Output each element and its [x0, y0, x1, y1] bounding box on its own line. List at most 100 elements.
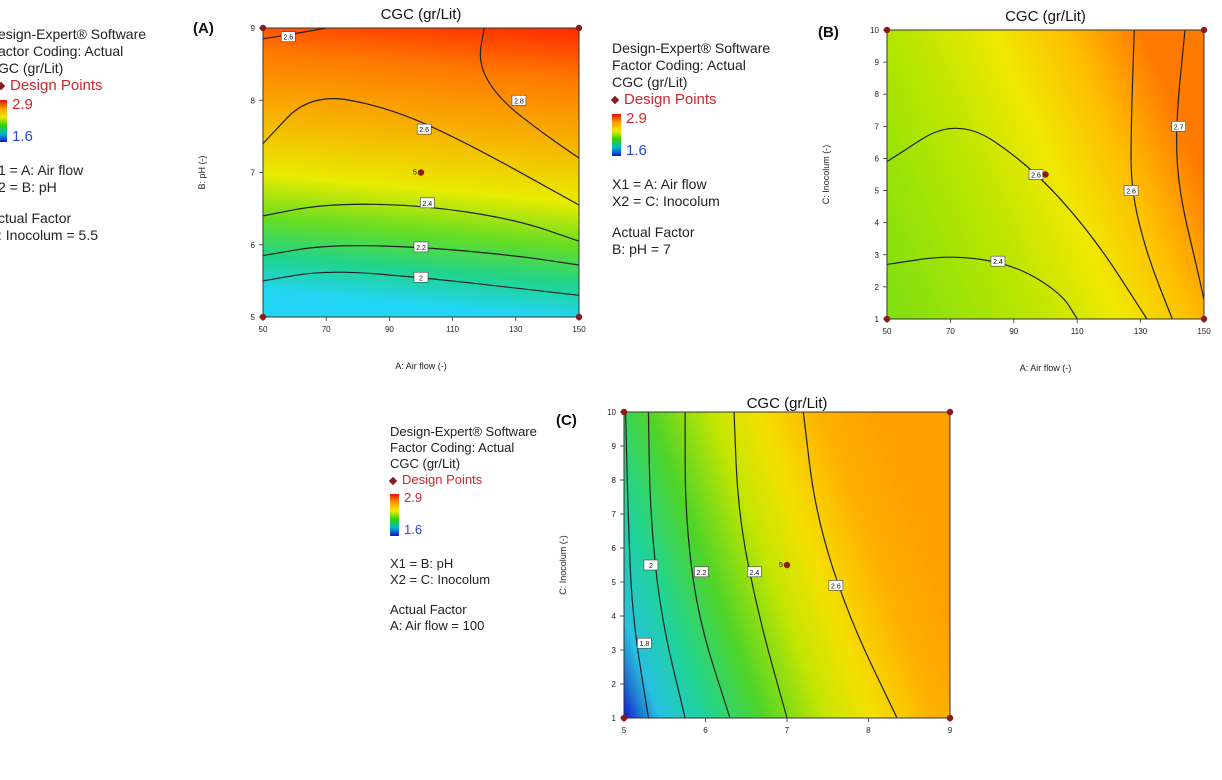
contour-line [733, 411, 788, 719]
plot-frame [886, 29, 1205, 320]
design-point [883, 315, 891, 323]
contour-line [262, 98, 580, 206]
svg-text:2.6: 2.6 [831, 583, 841, 590]
contour-label: 2.2 [413, 241, 429, 253]
color-scale: 2.9 1.6 [0, 96, 146, 146]
x-tick-label: 110 [1071, 327, 1084, 336]
svg-text:2.6: 2.6 [283, 35, 293, 42]
legend-coding: Factor Coding: Actual [612, 57, 746, 73]
x-tick-label: 130 [1134, 327, 1148, 336]
contour-label: 2.6 [416, 123, 432, 135]
legend-b: Design-Expert® Software Factor Coding: A… [610, 40, 770, 258]
y-tick-label: 1 [875, 315, 880, 324]
y-tick-label: 5 [875, 187, 880, 196]
x-tick-label: 150 [572, 325, 586, 334]
y-tick-label: 4 [612, 612, 617, 621]
contour-label: 2 [643, 559, 659, 571]
design-point [783, 561, 791, 569]
contour-line [262, 203, 580, 242]
x-tick-label: 90 [385, 325, 394, 334]
contour-label: 1.8 [637, 637, 652, 649]
legend-a: esign-Expert® Software actor Coding: Act… [0, 26, 146, 244]
x-tick-label: 50 [259, 325, 268, 334]
contour-label: 2.4 [747, 566, 762, 578]
svg-text:2.4: 2.4 [422, 201, 432, 208]
y-tick-label: 7 [875, 122, 880, 131]
contour-line [262, 271, 580, 296]
color-scale-max: 2.9 [626, 110, 647, 127]
legend-x1: X1 = A: Air flow [612, 176, 707, 192]
design-point [575, 24, 583, 32]
contour-line [1130, 29, 1173, 320]
legend-response: CGC (gr/Lit) [612, 74, 688, 90]
y-tick-label: 5 [251, 313, 256, 322]
x-tick-label: 70 [322, 325, 331, 334]
chart-title-c: CGC (gr/Lit) [746, 395, 828, 412]
svg-text:2: 2 [419, 275, 423, 282]
contour-label: 2.6 [828, 580, 844, 591]
svg-text:2.2: 2.2 [416, 245, 426, 252]
svg-text:2.6: 2.6 [1126, 189, 1136, 196]
color-scale-min: 1.6 [626, 142, 647, 159]
y-tick-label: 9 [612, 442, 617, 451]
legend-actual-factor-value: B: pH = 7 [612, 241, 671, 257]
design-point [417, 169, 425, 176]
legend-software: esign-Expert® Software [0, 26, 147, 42]
y-axis-label: B: pH (-) [197, 155, 207, 189]
design-point [259, 24, 267, 32]
y-tick-label: 7 [251, 169, 256, 178]
contour-label: 2 [413, 271, 429, 283]
svg-text:2.6: 2.6 [1031, 173, 1041, 180]
svg-text:2.7: 2.7 [1174, 124, 1184, 131]
contour-line [647, 411, 686, 719]
legend-x1: X1 = B: pH [390, 556, 454, 571]
chart-title-a: CGC (gr/Lit) [380, 6, 462, 23]
legend-actual-factor-value: : Inocolum = 5.5 [0, 227, 99, 243]
color-scale-max: 2.9 [404, 490, 423, 505]
design-point [883, 26, 891, 34]
contour-line [262, 27, 327, 40]
color-scale-min: 1.6 [404, 522, 423, 537]
design-point-icon [0, 81, 6, 91]
contour-line [886, 256, 1078, 320]
svg-text:2.6: 2.6 [419, 127, 429, 134]
legend-design-points: Design Points [388, 472, 537, 488]
contour-line [1176, 29, 1205, 300]
y-tick-label: 9 [251, 24, 256, 33]
design-point [620, 714, 628, 722]
contour-plot-a: 2 2.2 2.4 2.6 2.8 2.6 50 70 90 110 130 150 5 6 7 8 9 A: A… [197, 24, 586, 371]
color-scale: 2.9 1.6 [612, 110, 770, 160]
contour-line [479, 27, 580, 159]
panel-label-c: (C) [556, 412, 577, 429]
color-scale-bar [0, 100, 7, 142]
contour-line [262, 245, 580, 266]
legend-coding: Factor Coding: Actual [390, 440, 515, 455]
legend-actual-factor-title: Actual Factor [390, 602, 467, 617]
x-axis-label: A: Air flow (-) [395, 361, 447, 371]
y-tick-label: 2 [612, 680, 617, 689]
legend-design-points: Design Points [610, 91, 770, 108]
contour-line [886, 127, 1148, 320]
legend-x1: 1 = A: Air flow [0, 162, 84, 178]
design-point-label: 5 [779, 562, 783, 569]
x-tick-label: 70 [946, 327, 955, 336]
contour-line [684, 412, 731, 719]
contour-label: 2.7 [1171, 121, 1186, 132]
contour-label: 2.6 [1028, 169, 1044, 180]
y-tick-label: 10 [870, 26, 879, 35]
y-tick-label: 8 [612, 476, 617, 485]
x-tick-label: 6 [703, 726, 708, 735]
legend-c: Design-Expert® Software Factor Coding: A… [388, 424, 537, 634]
panel-label-b: (B) [818, 24, 839, 41]
y-tick-label: 1 [612, 714, 617, 723]
svg-text:2.4: 2.4 [993, 259, 1003, 266]
design-point [620, 408, 628, 416]
color-scale-max: 2.9 [12, 96, 33, 113]
svg-text:2.4: 2.4 [750, 570, 760, 577]
y-axis-label: C: Inocolum (-) [821, 145, 831, 205]
y-tick-label: 8 [251, 96, 256, 105]
x-tick-label: 9 [948, 726, 953, 735]
y-tick-label: 10 [607, 408, 616, 417]
y-tick-label: 2 [875, 283, 880, 292]
design-point-icon [388, 476, 398, 485]
